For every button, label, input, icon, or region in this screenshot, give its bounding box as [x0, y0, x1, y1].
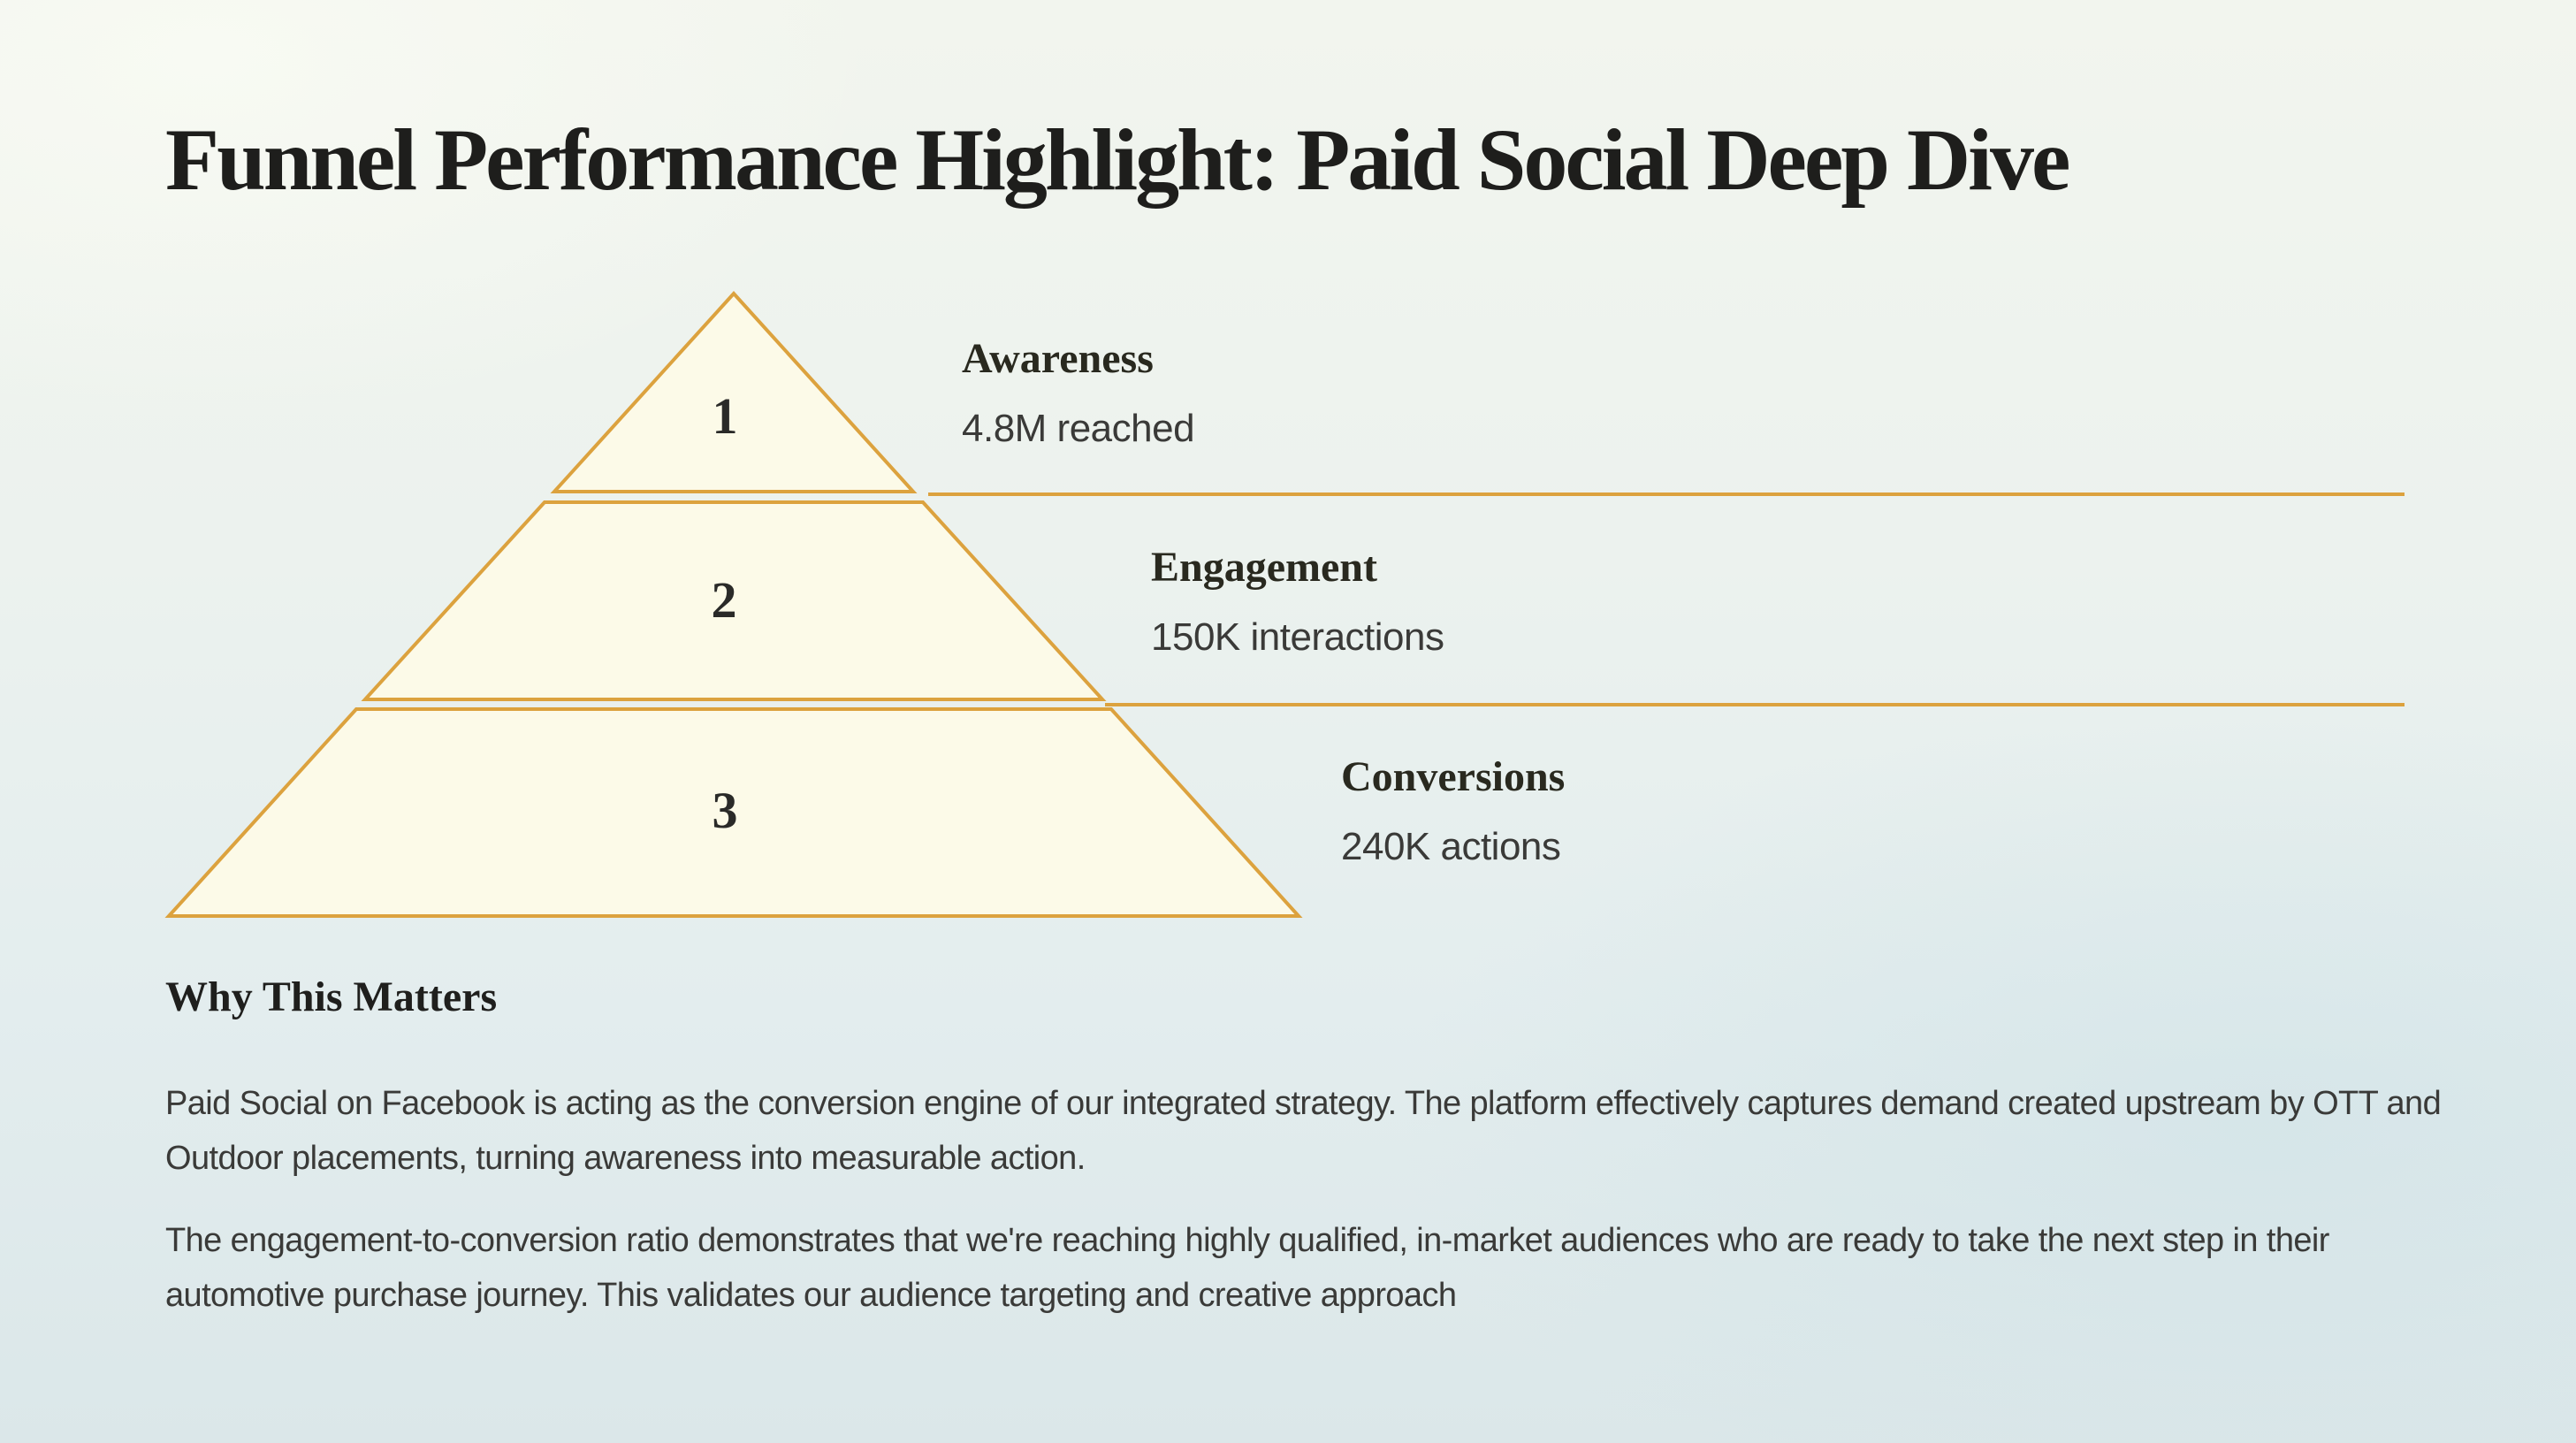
tier-1-number: 1	[712, 387, 738, 445]
stage-conversions-label: Conversions	[1341, 753, 1566, 800]
funnel-pyramid-diagram	[164, 291, 2405, 918]
stage-engagement-label: Engagement	[1151, 544, 1377, 591]
stage-conversions: Conversions 240K actions	[1341, 756, 1565, 867]
stage-awareness: Awareness 4.8M reached	[962, 335, 1195, 450]
tier-3-number: 3	[712, 782, 738, 839]
pyramid-tier-2-shape	[361, 500, 1107, 701]
stage-awareness-label: Awareness	[962, 335, 1154, 382]
slide-title: Funnel Performance Highlight: Paid Socia…	[165, 111, 2070, 209]
why-this-matters-heading: Why This Matters	[165, 973, 498, 1020]
stage-engagement-value: 150K interactions	[1151, 615, 1444, 659]
stage-conversions-value: 240K actions	[1341, 825, 1561, 868]
stage-awareness-value: 4.8M reached	[962, 407, 1195, 450]
commentary-paragraph-1: Paid Social on Facebook is acting as the…	[165, 1085, 2442, 1177]
commentary-paragraph-2: The engagement-to-conversion ratio demon…	[165, 1222, 2329, 1314]
stage-engagement: Engagement 150K interactions	[1151, 546, 1444, 657]
tier-2-number: 2	[711, 571, 737, 629]
pyramid-tier-1-shape	[550, 291, 918, 493]
pyramid-tier-3-shape	[164, 707, 1303, 918]
